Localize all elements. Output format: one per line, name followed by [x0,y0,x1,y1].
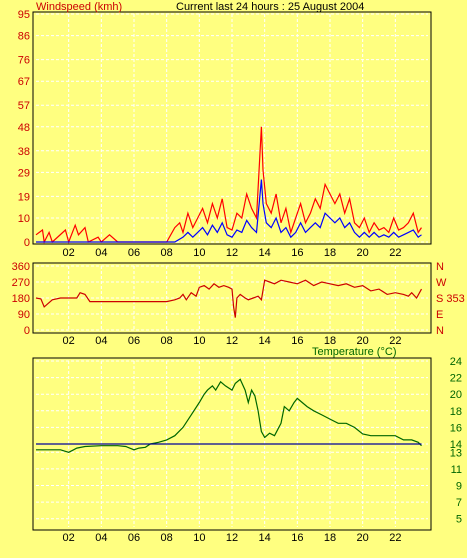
direction-y-tick-label: 90 [18,309,30,321]
direction-x-tick-label: 02 [63,335,75,347]
direction-x-tick-label: 18 [324,335,336,347]
wind-y-tick-label: 67 [18,76,30,88]
direction-x-tick-label: 22 [389,335,401,347]
wind-x-tick-label: 12 [226,247,238,259]
wind-x-tick-label: 06 [128,247,140,259]
direction-y-tick-label: 180 [12,293,30,305]
direction-right-label: N [436,261,444,273]
wind-x-tick-label: 18 [324,247,336,259]
wind-y-tick-label: 48 [18,122,30,134]
temperature-x-tick-label: 08 [161,532,173,544]
direction-right-label: N [436,325,444,337]
wind-y-tick-label: 10 [18,213,30,225]
temperature-x-tick-label: 16 [291,532,303,544]
wind-y-tick-label: 76 [18,55,30,67]
chart-title: Current last 24 hours : 25 August 2004 [176,1,364,13]
wind-series-0 [35,126,422,244]
wind-ylabel: Windspeed (kmh) [36,1,122,13]
direction-y-tick-label: 0 [24,325,30,337]
direction-x-tick-label: 16 [291,335,303,347]
temperature-y-tick-label: 13 [450,447,462,459]
temperature-y-tick-label: 22 [450,373,462,385]
direction-y-tick-label: 360 [12,261,30,273]
wind-x-tick-label: 16 [291,247,303,259]
wind-y-tick-label: 38 [18,146,30,158]
temperature-x-tick-label: 18 [324,532,336,544]
direction-right-label: S 353 [436,293,465,305]
temperature-y-tick-label: 9 [456,481,462,493]
temperature-y-tick-label: 20 [450,389,462,401]
wind-series-1 [36,179,422,243]
temperature-series-0 [36,378,422,453]
temperature-x-tick-label: 02 [63,532,75,544]
temperature-title: Temperature (°C) [312,346,396,358]
direction-right-label: E [436,309,443,321]
direction-x-tick-label: 06 [128,335,140,347]
temperature-y-tick-label: 14 [450,439,462,451]
direction-x-tick-label: 08 [161,335,173,347]
direction-series-0 [35,279,423,318]
wind-x-tick-label: 02 [63,247,75,259]
temperature-y-tick-label: 5 [456,514,462,526]
wind-x-tick-label: 14 [259,247,271,259]
temperature-x-tick-label: 12 [226,532,238,544]
temperature-x-tick-label: 04 [95,532,107,544]
wind-y-tick-label: 57 [18,100,30,112]
wind-x-tick-label: 08 [161,247,173,259]
temperature-y-tick-label: 16 [450,422,462,434]
wind-y-tick-label: 0 [24,237,30,249]
wind-x-tick-label: 10 [193,247,205,259]
temperature-y-tick-label: 24 [450,356,462,368]
wind-y-tick-label: 19 [18,191,30,203]
wind-y-tick-label: 29 [18,167,30,179]
direction-x-tick-label: 10 [193,335,205,347]
wind-y-tick-label: 86 [18,31,30,43]
wind-x-tick-label: 04 [95,247,107,259]
temperature-x-tick-label: 22 [389,532,401,544]
temperature-y-tick-label: 11 [451,464,462,476]
temperature-y-tick-label: 18 [450,406,462,418]
wind-y-tick-label: 95 [18,9,30,21]
direction-y-tick-label: 270 [12,277,30,289]
temperature-x-tick-label: 20 [357,532,369,544]
direction-x-tick-label: 12 [226,335,238,347]
direction-right-label: W [436,277,447,289]
direction-x-tick-label: 20 [357,335,369,347]
temperature-y-tick-label: 7 [456,497,462,509]
temperature-x-tick-label: 06 [128,532,140,544]
direction-x-tick-label: 04 [95,335,107,347]
direction-x-tick-label: 14 [259,335,271,347]
temperature-x-tick-label: 14 [259,532,271,544]
wind-x-tick-label: 22 [389,247,401,259]
wind-x-tick-label: 20 [357,247,369,259]
temperature-x-tick-label: 10 [193,532,205,544]
